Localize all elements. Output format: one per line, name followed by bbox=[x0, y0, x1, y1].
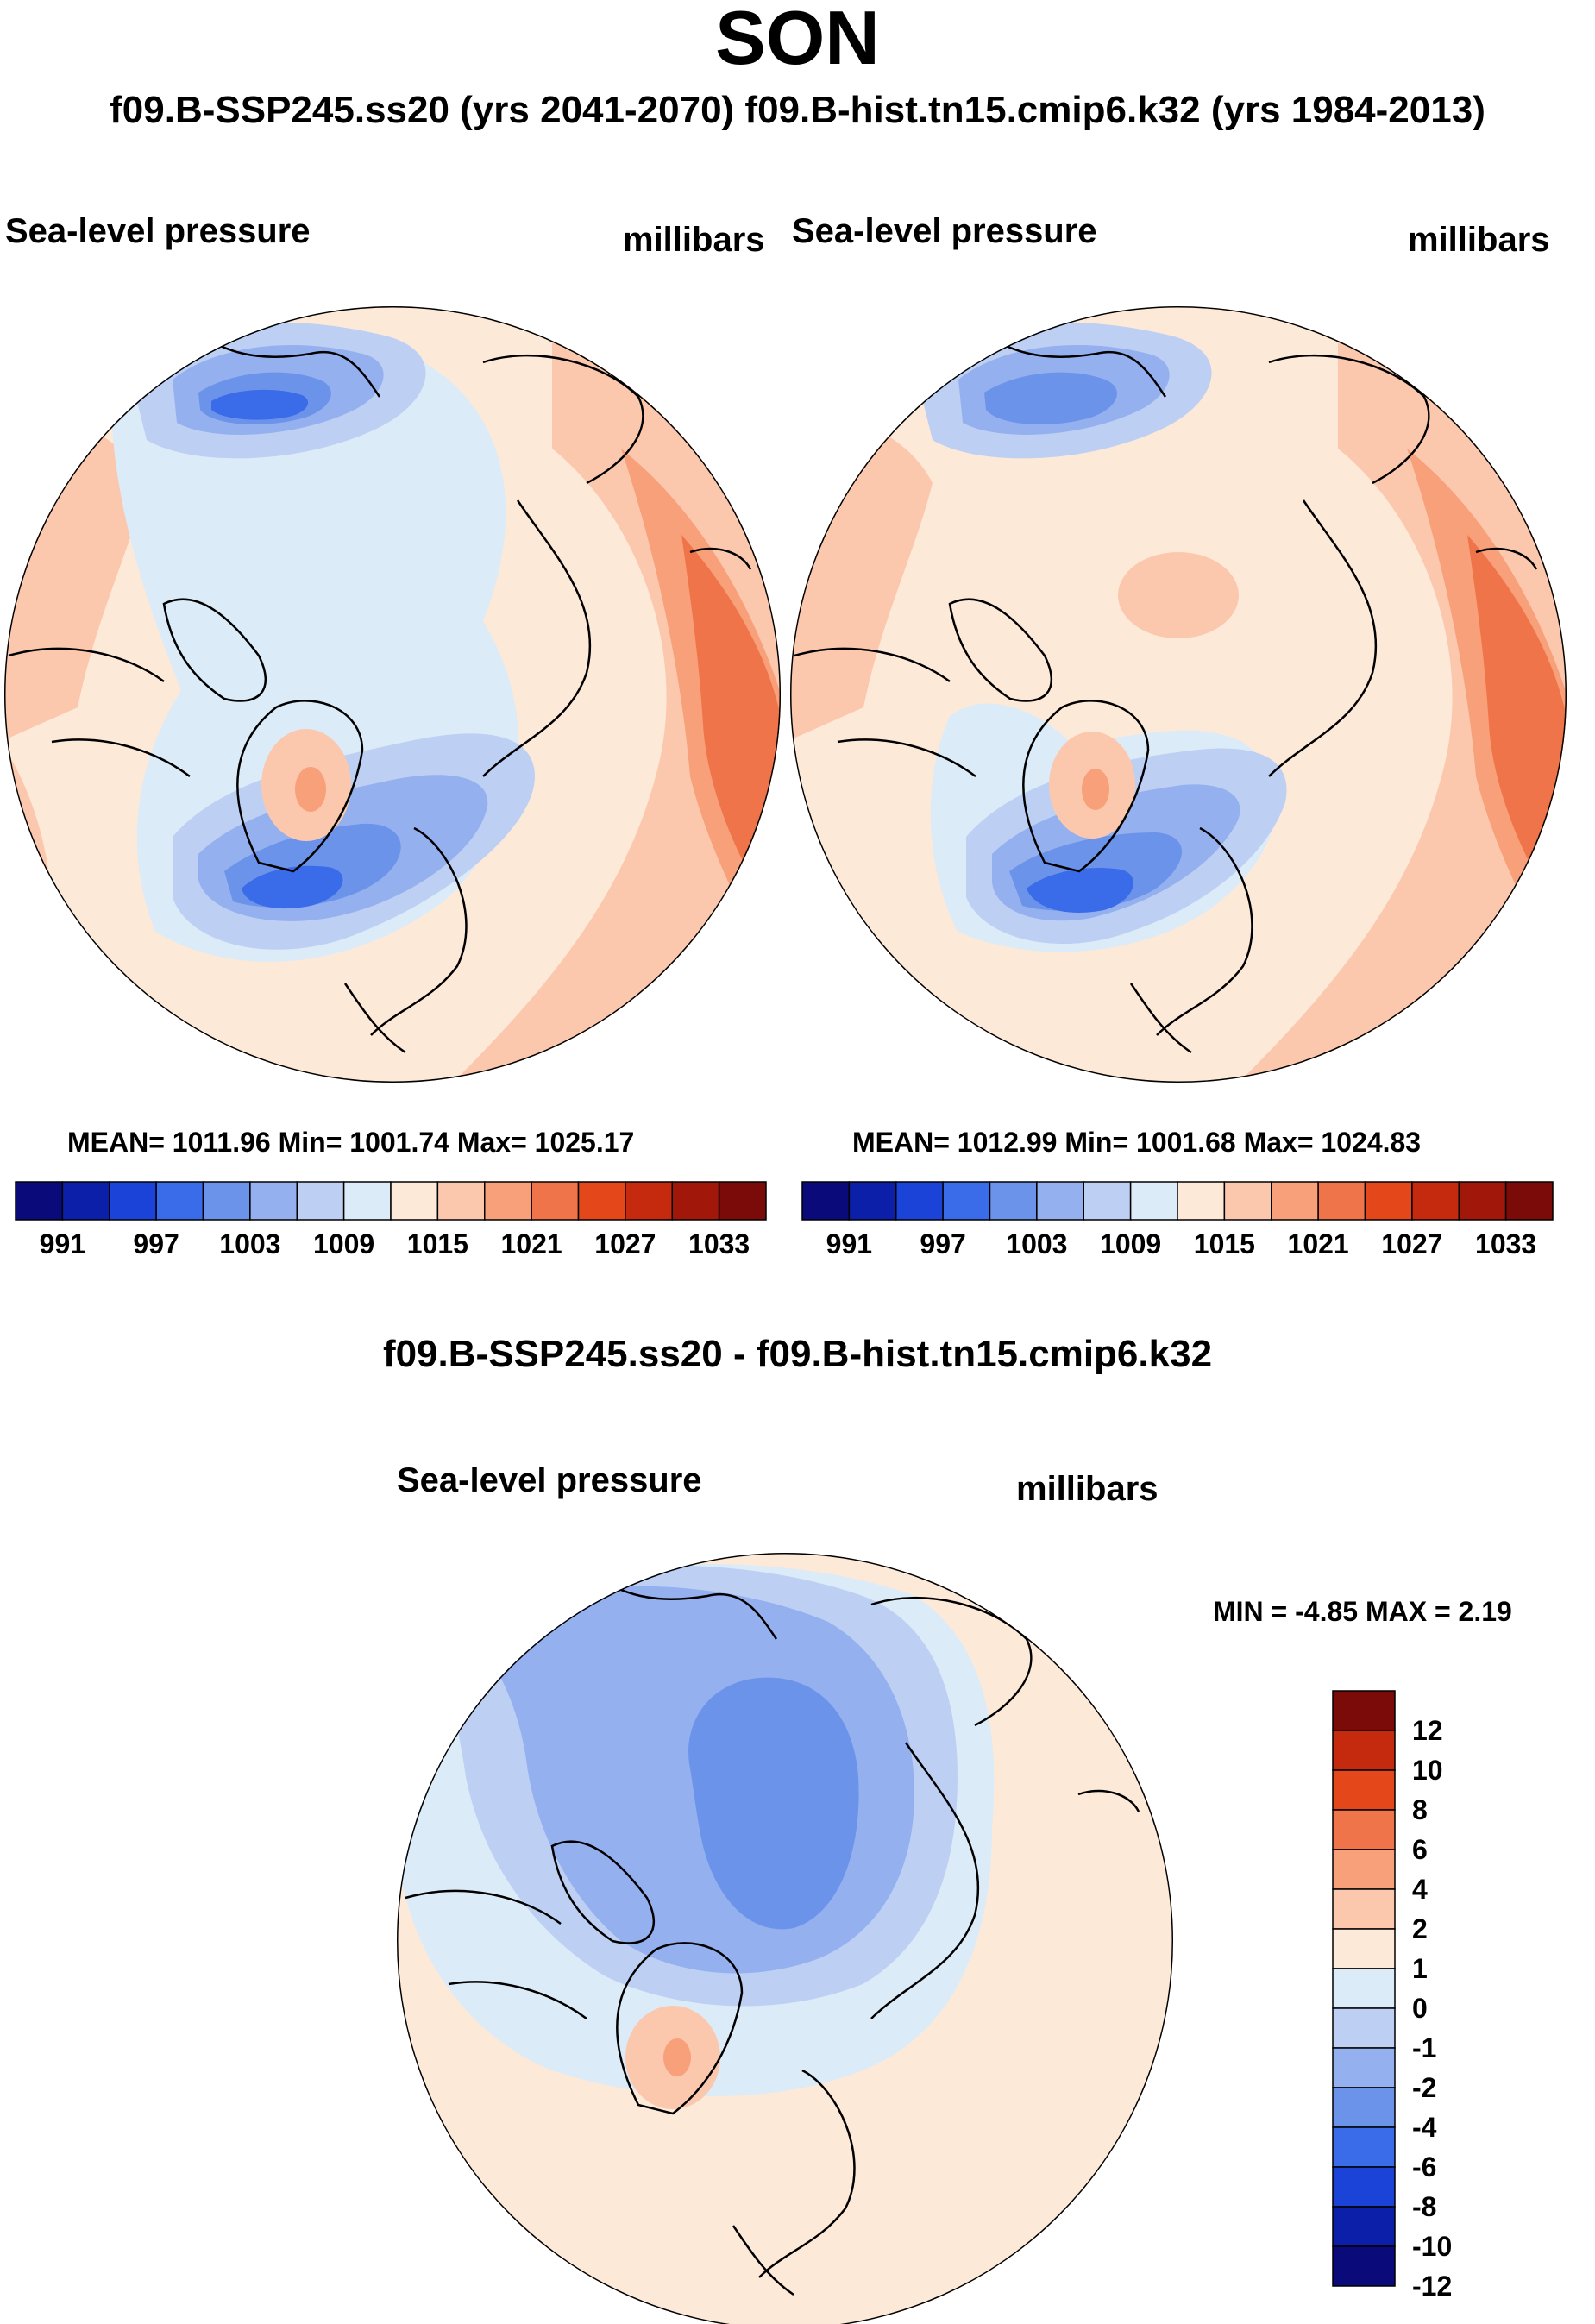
panel2-colorbar-tick-label: 1009 bbox=[1100, 1228, 1162, 1259]
panel2-map bbox=[790, 306, 1567, 1083]
panel1-map bbox=[4, 306, 781, 1083]
panel1-colorbar-swatch bbox=[531, 1181, 580, 1221]
panel1-colorbar-tick-label: 1015 bbox=[406, 1228, 468, 1259]
panel1-colorbar-swatch bbox=[625, 1181, 673, 1221]
panel2-colorbar-swatch bbox=[1036, 1181, 1084, 1221]
panel1-colorbar-swatch bbox=[484, 1181, 532, 1221]
panel2-colorbar bbox=[801, 1181, 1554, 1221]
panel1-colorbar-swatch bbox=[718, 1181, 767, 1221]
panel2-colorbar-swatch bbox=[848, 1181, 897, 1221]
panel3-colorbar-tick-label: 2 bbox=[1412, 1913, 1428, 1944]
panel3-variable-label: Sea-level pressure bbox=[397, 1461, 702, 1499]
panel3-colorbar bbox=[1332, 1690, 1396, 2287]
panel3-colorbar-swatch bbox=[1332, 2206, 1396, 2247]
panel1-colorbar-swatch bbox=[577, 1181, 626, 1221]
panel1-colorbar-tick-label: 1003 bbox=[219, 1228, 281, 1259]
panel2-colorbar-tick-label: 997 bbox=[920, 1228, 966, 1259]
panel2-colorbar-swatch bbox=[1504, 1181, 1554, 1221]
panel1-colorbar-tick-label: 1033 bbox=[688, 1228, 750, 1259]
panel3-colorbar-swatch bbox=[1332, 1730, 1396, 1771]
panel3-colorbar-tick-label: -2 bbox=[1412, 2072, 1437, 2103]
panel2-variable-label: Sea-level pressure bbox=[792, 212, 1097, 250]
figure-title: SON bbox=[715, 0, 880, 80]
panel1-colorbar-swatch bbox=[15, 1181, 64, 1221]
panel1-colorbar-swatch bbox=[109, 1181, 157, 1221]
panel2-colorbar-tick-label: 1027 bbox=[1381, 1228, 1443, 1259]
panel2-colorbar-tick-label: 1021 bbox=[1287, 1228, 1349, 1259]
panel3-colorbar-swatch bbox=[1332, 2166, 1396, 2208]
panel3-colorbar-swatch bbox=[1332, 1849, 1396, 1890]
panel1-units-label: millibars bbox=[623, 221, 765, 259]
panel3-stats: MIN = -4.85 MAX = 2.19 bbox=[1213, 1596, 1512, 1627]
panel1-colorbar-swatch bbox=[296, 1181, 345, 1221]
panel1-colorbar-tick-label: 1009 bbox=[313, 1228, 375, 1259]
panel3-colorbar-swatch bbox=[1332, 1968, 1396, 2009]
panel3-colorbar-swatch bbox=[1332, 1928, 1396, 1969]
panel2-colorbar-swatch bbox=[1223, 1181, 1272, 1221]
panel3-colorbar-tick-label: -6 bbox=[1412, 2151, 1437, 2183]
panel2-colorbar-swatch bbox=[1129, 1181, 1178, 1221]
panel3-colorbar-swatch bbox=[1332, 2047, 1396, 2088]
panel1-colorbar-tick-label: 1021 bbox=[500, 1228, 562, 1259]
panel3-colorbar-tick-label: 10 bbox=[1412, 1755, 1443, 1786]
panel1-colorbar-swatch bbox=[342, 1181, 392, 1221]
panel3-units-label: millibars bbox=[1016, 1470, 1159, 1508]
panel3-colorbar-tick-label: -1 bbox=[1412, 2032, 1437, 2063]
panel2-colorbar-tick-label: 1033 bbox=[1475, 1228, 1537, 1259]
panel1-colorbar-tick-label: 1027 bbox=[594, 1228, 656, 1259]
panel3-map bbox=[397, 1553, 1173, 2324]
panel3-colorbar-swatch bbox=[1332, 2087, 1396, 2128]
panel3-colorbar-swatch bbox=[1332, 2245, 1396, 2287]
panel3-colorbar-tick-label: 8 bbox=[1412, 1794, 1428, 1825]
panel2-colorbar-swatch bbox=[1317, 1181, 1366, 1221]
panel1-variable-label: Sea-level pressure bbox=[5, 212, 311, 250]
panel2-colorbar-swatch bbox=[895, 1181, 944, 1221]
panel1-colorbar-swatch bbox=[390, 1181, 439, 1221]
panel3-colorbar-tick-label: 6 bbox=[1412, 1834, 1428, 1865]
panel1-colorbar bbox=[15, 1181, 767, 1221]
panel3-colorbar-tick-label: 1 bbox=[1412, 1953, 1428, 1984]
panel1-colorbar-tick-label: 991 bbox=[39, 1228, 86, 1259]
panel3-colorbar-tick-label: 4 bbox=[1412, 1874, 1428, 1905]
panel1-colorbar-swatch bbox=[671, 1181, 720, 1221]
panel2-colorbar-tick-label: 991 bbox=[826, 1228, 873, 1259]
panel2-colorbar-swatch bbox=[1458, 1181, 1507, 1221]
panel2-colorbar-swatch bbox=[1177, 1181, 1226, 1221]
panel2-colorbar-tick-label: 1003 bbox=[1006, 1228, 1068, 1259]
panel2-colorbar-swatch bbox=[942, 1181, 991, 1221]
panel2-colorbar-swatch bbox=[801, 1181, 851, 1221]
panel2-colorbar-swatch bbox=[1083, 1181, 1132, 1221]
panel1-colorbar-swatch bbox=[436, 1181, 486, 1221]
panel3-colorbar-swatch bbox=[1332, 1888, 1396, 1930]
panel3-colorbar-tick-label: -10 bbox=[1412, 2231, 1453, 2262]
panel1-colorbar-swatch bbox=[249, 1181, 298, 1221]
panel3-colorbar-tick-label: -12 bbox=[1412, 2271, 1453, 2302]
panel1-colorbar-swatch bbox=[202, 1181, 251, 1221]
panel2-colorbar-swatch bbox=[989, 1181, 1038, 1221]
figure-subtitle: f09.B-SSP245.ss20 (yrs 2041-2070) f09.B-… bbox=[110, 89, 1485, 131]
panel1-stats: MEAN= 1011.96 Min= 1001.74 Max= 1025.17 bbox=[67, 1127, 635, 1158]
panel3-colorbar-tick-label: 12 bbox=[1412, 1715, 1443, 1746]
panel2-colorbar-swatch bbox=[1271, 1181, 1319, 1221]
panel3-colorbar-swatch bbox=[1332, 2126, 1396, 2168]
panel2-stats: MEAN= 1012.99 Min= 1001.68 Max= 1024.83 bbox=[852, 1127, 1422, 1158]
panel1-colorbar-swatch bbox=[155, 1181, 204, 1221]
panel2-units-label: millibars bbox=[1408, 221, 1550, 259]
difference-title: f09.B-SSP245.ss20 - f09.B-hist.tn15.cmip… bbox=[382, 1333, 1213, 1375]
panel3-colorbar-swatch bbox=[1332, 1769, 1396, 1811]
panel3-colorbar-swatch bbox=[1332, 2007, 1396, 2049]
panel2-colorbar-tick-label: 1015 bbox=[1193, 1228, 1255, 1259]
panel3-colorbar-swatch bbox=[1332, 1690, 1396, 1731]
panel2-colorbar-swatch bbox=[1411, 1181, 1460, 1221]
panel1-colorbar-swatch bbox=[61, 1181, 110, 1221]
panel3-colorbar-tick-label: -8 bbox=[1412, 2191, 1437, 2222]
panel1-colorbar-tick-label: 997 bbox=[133, 1228, 179, 1259]
panel3-colorbar-tick-label: 0 bbox=[1412, 1993, 1428, 2024]
panel3-colorbar-tick-label: -4 bbox=[1412, 2112, 1437, 2143]
panel2-colorbar-swatch bbox=[1364, 1181, 1413, 1221]
panel3-colorbar-swatch bbox=[1332, 1809, 1396, 1850]
